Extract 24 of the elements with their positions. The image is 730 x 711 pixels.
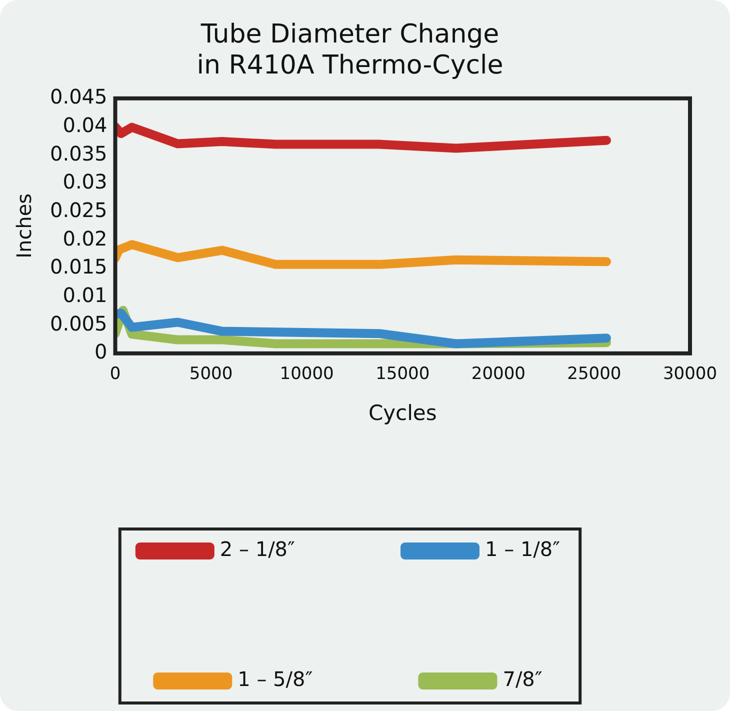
x-tick-label: 5000 [189, 364, 233, 384]
y-tick-label: 0.015 [50, 254, 108, 279]
x-tick-label: 10000 [280, 364, 334, 384]
legend-label: 1 – 5/8″ [238, 667, 313, 692]
x-tick-label: 15000 [376, 364, 430, 384]
y-axis-title: Inches [12, 193, 36, 258]
x-axis-title: Cycles [368, 400, 437, 425]
x-tick-label: 30000 [662, 364, 718, 384]
y-tick-label: 0.025 [50, 198, 108, 222]
legend-label: 1 – 1/8″ [485, 537, 560, 562]
legend-label: 7/8″ [502, 667, 542, 692]
x-tick-label: 25000 [567, 364, 622, 384]
x-tick-label: 20000 [471, 364, 526, 384]
y-tick-label: 0.04 [62, 112, 108, 137]
y-tick-label: 0.03 [62, 170, 108, 194]
legend-label: 2 – 1/8″ [220, 537, 296, 562]
y-tick-label: 0.02 [62, 226, 108, 250]
x-tick-label: 0 [110, 364, 121, 384]
chart-title: Tube Diameter Change in R410A Thermo-Cycle [196, 19, 504, 81]
y-tick-label: 0 [94, 340, 108, 364]
y-tick-label: 0.005 [50, 311, 108, 336]
y-tick-label: 0.01 [62, 282, 108, 307]
y-tick-label: 0.045 [50, 84, 108, 109]
y-tick-label: 0.035 [50, 141, 108, 166]
